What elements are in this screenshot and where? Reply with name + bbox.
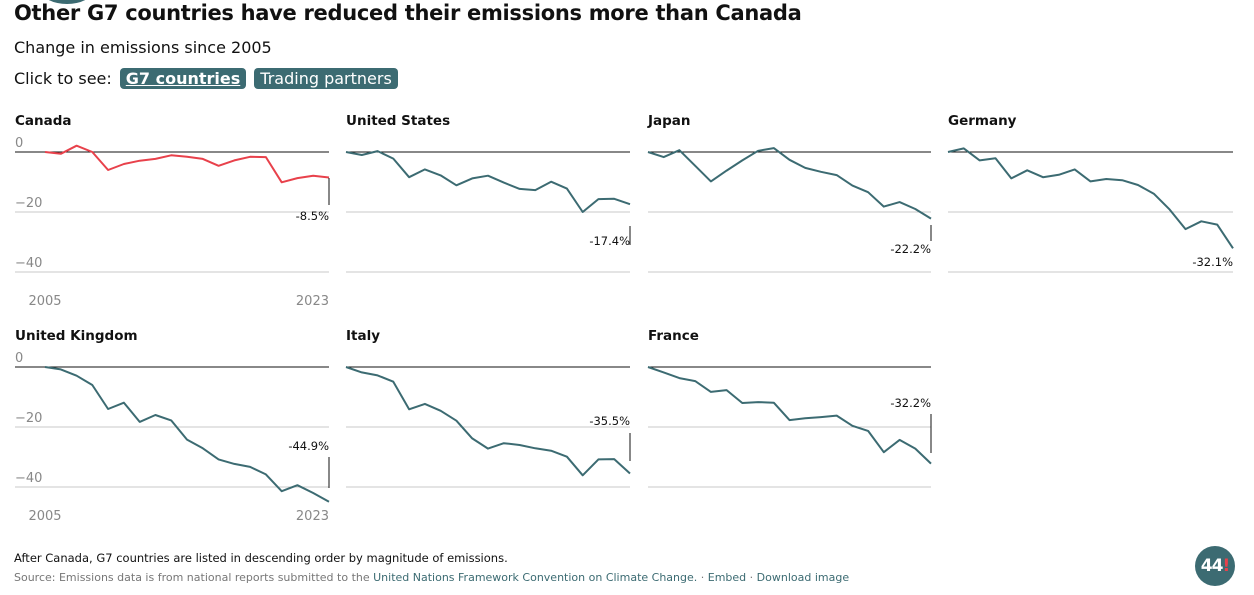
panel-title: France — [648, 328, 699, 344]
g7-countries-button[interactable]: G7 countries — [119, 68, 247, 89]
download-image-link[interactable]: Download image — [756, 571, 850, 584]
panel-title: United States — [346, 113, 450, 129]
y-tick-label: −20 — [15, 196, 42, 211]
final-value-label: -32.1% — [1192, 255, 1233, 269]
separator: · — [746, 571, 757, 584]
click-prompt: Click to see: — [14, 69, 112, 88]
x-tick-label: 2023 — [296, 294, 329, 309]
panel-title: Germany — [948, 113, 1017, 129]
source-line: Source: Emissions data is from national … — [14, 571, 849, 584]
unfccc-link[interactable]: United Nations Framework Convention on C… — [373, 571, 698, 584]
view-toggle: Click to see: G7 countries Trading partn… — [14, 68, 398, 89]
final-value-label: -44.9% — [288, 439, 329, 453]
x-tick-label: 2023 — [296, 509, 329, 524]
final-value-label: -17.4% — [589, 234, 630, 248]
x-tick-label: 2005 — [28, 294, 61, 309]
y-tick-label: −20 — [15, 411, 42, 426]
final-value-label: -22.2% — [890, 242, 931, 256]
series-line-canada — [44, 144, 330, 184]
series-line-italy — [345, 366, 631, 477]
final-value-label: -32.2% — [890, 396, 931, 410]
y-tick-label: −40 — [15, 471, 42, 486]
panel-title: Japan — [647, 113, 691, 129]
final-value-label: -8.5% — [296, 209, 329, 223]
panel-title: Canada — [15, 113, 72, 129]
series-line-united-kingdom — [44, 366, 330, 503]
logo-fragment — [42, 0, 92, 4]
subtitle: Change in emissions since 2005 — [14, 38, 272, 57]
footnote: After Canada, G7 countries are listed in… — [14, 551, 508, 565]
panel-title: United Kingdom — [15, 328, 138, 344]
y-tick-label: −40 — [15, 256, 42, 271]
small-multiples-chart: Canada 0 −20 −40 2005 2023 -8.5% United States -… — [15, 113, 1234, 524]
panel-title: Italy — [346, 328, 380, 344]
final-value-label: -35.5% — [589, 414, 630, 428]
y-tick-label: 0 — [15, 351, 23, 366]
page-title: Other G7 countries have reduced their em… — [14, 1, 802, 25]
embed-link[interactable]: Embed — [707, 571, 747, 584]
series-line-japan — [647, 147, 932, 220]
x-tick-label: 2005 — [28, 509, 61, 524]
440-logo: 44! — [1195, 546, 1235, 586]
series-line-france — [647, 366, 932, 465]
source-text: Source: Emissions data is from national … — [14, 571, 374, 584]
series-line-united-states — [345, 150, 631, 213]
series-line-germany — [947, 147, 1234, 249]
separator: · — [697, 571, 708, 584]
y-tick-label: 0 — [15, 136, 23, 151]
trading-partners-button[interactable]: Trading partners — [254, 68, 398, 89]
